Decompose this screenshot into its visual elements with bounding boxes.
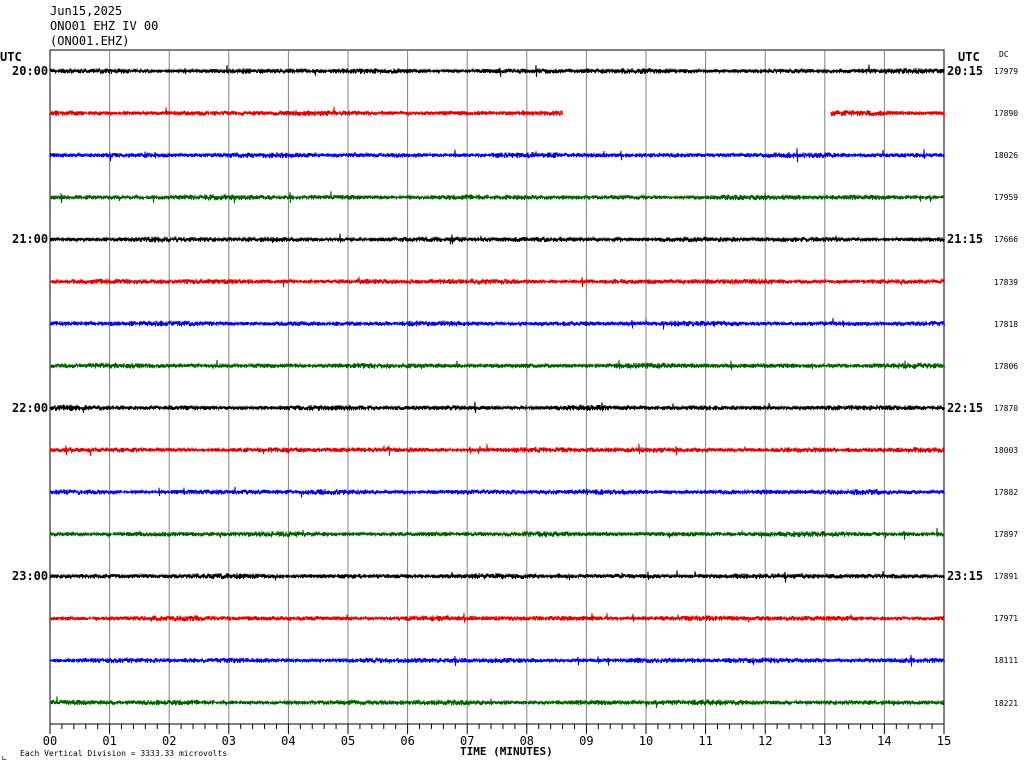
trace-row bbox=[49, 148, 945, 163]
x-tick-label: 07 bbox=[460, 734, 474, 748]
trace-row bbox=[49, 443, 945, 456]
row-dc-value: 17979 bbox=[994, 67, 1019, 76]
row-dc-value: 17839 bbox=[994, 277, 1019, 287]
traces bbox=[49, 64, 945, 708]
row-dc-value: 17890 bbox=[994, 109, 1019, 119]
x-tick-label: 04 bbox=[281, 734, 295, 748]
trace-row bbox=[49, 276, 945, 288]
x-axis: 00 01 02 03 04 05 06 07 08 09 10 11 12 13 14 15 bbox=[43, 723, 951, 748]
row-dc-value: 17971 bbox=[994, 614, 1019, 624]
trace-row bbox=[49, 570, 945, 583]
x-tick-label: 15 bbox=[937, 734, 951, 748]
trace-row bbox=[49, 527, 945, 540]
trace-row bbox=[49, 317, 945, 330]
x-axis-label: TIME (MINUTES) bbox=[460, 745, 553, 758]
trace-row bbox=[49, 696, 945, 708]
trace-row bbox=[49, 359, 945, 371]
row-label-right: 22:15 bbox=[947, 400, 984, 415]
header-date: Jun15,2025 bbox=[50, 4, 123, 18]
x-tick-label: 03 bbox=[222, 734, 236, 748]
row-dc-value: 17897 bbox=[994, 530, 1019, 540]
header-station: ONO01 EHZ IV 00 bbox=[50, 19, 159, 33]
trace-row bbox=[49, 64, 945, 77]
x-tick-label: 13 bbox=[818, 734, 832, 748]
row-label-right: 23:15 bbox=[947, 569, 984, 584]
trace-row bbox=[49, 612, 945, 623]
row-dc-value: 18221 bbox=[994, 698, 1019, 708]
trace-row bbox=[49, 233, 945, 245]
trace-row bbox=[49, 654, 945, 667]
row-dc-value: 18003 bbox=[994, 445, 1019, 455]
scale-footnote: Each Vertical Division = 3333.33 microvo… bbox=[20, 749, 228, 758]
header-channel: (ONO01.EHZ) bbox=[50, 34, 130, 48]
row-label-right: 20:15 bbox=[947, 64, 984, 78]
x-tick-label: 10 bbox=[639, 734, 653, 748]
grid bbox=[49, 49, 945, 725]
trace-row bbox=[49, 486, 945, 498]
trace-row bbox=[49, 401, 945, 414]
row-label-right: 21:15 bbox=[947, 232, 984, 247]
x-tick-label: 11 bbox=[698, 734, 712, 748]
x-tick-label: 02 bbox=[162, 734, 176, 748]
row-dc-value: 17666 bbox=[994, 235, 1019, 245]
row-dc-value: 17891 bbox=[994, 572, 1019, 582]
row-dc-value: 17870 bbox=[994, 403, 1019, 413]
row-dc-value: 18111 bbox=[994, 656, 1019, 666]
row-dc-value: 17959 bbox=[994, 193, 1019, 203]
left-utc-label: UTC bbox=[0, 50, 22, 64]
x-tick-label: 00 bbox=[43, 734, 57, 748]
corner-mark: ∟ bbox=[2, 754, 7, 763]
right-utc-label: UTC bbox=[958, 50, 980, 64]
row-dc-value: 17806 bbox=[994, 361, 1019, 371]
dc-label: DC bbox=[999, 50, 1009, 59]
x-tick-label: 12 bbox=[758, 734, 772, 748]
row-label-left: 22:00 bbox=[12, 400, 49, 415]
row-label-left: 21:00 bbox=[12, 232, 49, 247]
x-tick-label: 05 bbox=[341, 734, 355, 748]
trace-row bbox=[49, 191, 945, 204]
row-dc-value: 17818 bbox=[994, 319, 1019, 329]
row-label-left: 20:00 bbox=[12, 64, 49, 78]
x-tick-label: 08 bbox=[520, 734, 534, 748]
x-tick-label: 09 bbox=[579, 734, 593, 748]
x-tick-label: 14 bbox=[877, 734, 891, 748]
x-tick-label: 06 bbox=[400, 734, 414, 748]
trace-row bbox=[49, 106, 945, 117]
plot-frame bbox=[49, 49, 945, 725]
x-tick-label: 01 bbox=[102, 734, 116, 748]
row-dc-value: 18026 bbox=[994, 151, 1019, 161]
row-dc-value: 17882 bbox=[994, 488, 1019, 497]
row-label-left: 23:00 bbox=[12, 569, 49, 584]
